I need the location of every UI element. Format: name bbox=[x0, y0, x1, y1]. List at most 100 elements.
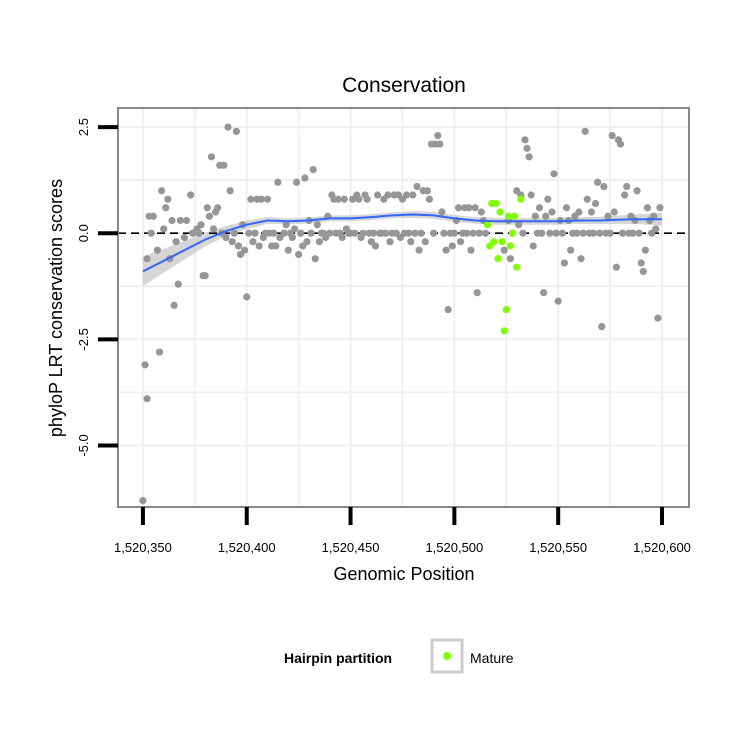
data-point bbox=[243, 293, 251, 301]
legend-title: Hairpin partition bbox=[284, 650, 392, 666]
x-axis-ticks: 1,520,350 1,520,400 1,520,450 1,520,500 1,52… bbox=[114, 507, 691, 555]
data-point bbox=[523, 144, 531, 152]
data-point bbox=[382, 229, 390, 237]
data-point bbox=[164, 195, 172, 203]
data-point bbox=[176, 216, 184, 225]
data-point bbox=[457, 238, 465, 246]
data-point bbox=[174, 280, 182, 288]
data-point bbox=[477, 208, 485, 216]
data-point bbox=[594, 178, 602, 186]
data-point-mature bbox=[494, 255, 502, 263]
data-point-mature bbox=[513, 263, 521, 271]
data-point bbox=[465, 204, 473, 212]
data-point bbox=[531, 212, 539, 220]
data-point-mature bbox=[500, 327, 508, 335]
data-point bbox=[315, 238, 324, 246]
data-point bbox=[297, 229, 305, 237]
data-point bbox=[444, 306, 452, 314]
data-point bbox=[230, 229, 238, 237]
data-point bbox=[448, 242, 456, 250]
data-point bbox=[153, 246, 162, 254]
data-point bbox=[521, 136, 529, 144]
data-point bbox=[147, 229, 155, 237]
data-point bbox=[415, 246, 423, 254]
data-point bbox=[583, 195, 591, 203]
data-point bbox=[621, 191, 629, 199]
data-point bbox=[527, 191, 535, 199]
data-point bbox=[500, 246, 508, 254]
data-point bbox=[170, 301, 178, 309]
chart-title: Conservation bbox=[342, 74, 466, 97]
data-point bbox=[560, 259, 569, 267]
data-point bbox=[359, 229, 367, 237]
data-point bbox=[577, 255, 585, 263]
data-point bbox=[201, 272, 209, 280]
data-point bbox=[245, 229, 253, 237]
data-point bbox=[292, 178, 301, 186]
data-point bbox=[606, 229, 614, 237]
data-point bbox=[255, 242, 263, 250]
data-point bbox=[442, 246, 450, 254]
data-point bbox=[160, 225, 168, 233]
data-point bbox=[473, 289, 481, 297]
data-point bbox=[303, 238, 311, 246]
data-point bbox=[195, 229, 203, 237]
data-point bbox=[295, 250, 303, 259]
data-point bbox=[228, 238, 236, 246]
data-point bbox=[203, 204, 211, 212]
data-point-mature bbox=[508, 229, 517, 237]
data-point bbox=[558, 229, 566, 237]
data-point bbox=[232, 127, 240, 135]
data-point bbox=[263, 195, 272, 203]
smooth-trend-line bbox=[142, 213, 662, 273]
y-tick-label: 0.0 bbox=[76, 224, 91, 242]
data-point bbox=[369, 229, 377, 237]
y-axis-ticks: 2.5 0.0 -2.5 -5.0 bbox=[76, 118, 118, 457]
data-point bbox=[207, 153, 216, 161]
data-point-mature bbox=[492, 199, 500, 208]
data-point bbox=[616, 140, 625, 148]
data-point bbox=[224, 123, 232, 131]
data-point bbox=[234, 242, 243, 250]
data-point bbox=[187, 191, 195, 199]
legend-label-mature: Mature bbox=[470, 650, 514, 666]
data-point bbox=[656, 204, 664, 212]
data-point bbox=[386, 238, 394, 246]
data-point bbox=[311, 255, 319, 263]
data-point bbox=[463, 229, 471, 237]
data-point bbox=[554, 297, 562, 305]
data-point bbox=[155, 348, 164, 356]
data-point bbox=[241, 246, 249, 254]
plot-panel-border bbox=[117, 107, 690, 508]
data-point bbox=[438, 208, 446, 216]
data-point bbox=[596, 229, 604, 237]
data-point bbox=[641, 246, 649, 254]
data-point bbox=[552, 229, 560, 237]
data-point bbox=[168, 216, 176, 225]
data-point bbox=[425, 195, 434, 203]
y-tick-label: 2.5 bbox=[76, 118, 91, 136]
data-point bbox=[600, 182, 608, 191]
data-point bbox=[633, 187, 641, 195]
data-point bbox=[226, 187, 234, 195]
data-point bbox=[272, 242, 280, 250]
data-point bbox=[573, 229, 581, 237]
data-point bbox=[403, 191, 411, 199]
data-point bbox=[251, 229, 259, 237]
data-point bbox=[481, 229, 490, 237]
data-point bbox=[209, 225, 218, 233]
data-point bbox=[371, 242, 380, 250]
data-point bbox=[384, 191, 392, 199]
data-point bbox=[334, 195, 342, 203]
data-point bbox=[355, 195, 363, 203]
legend-key-mature bbox=[443, 652, 451, 660]
data-point bbox=[326, 229, 334, 237]
data-point bbox=[608, 131, 616, 140]
data-point bbox=[436, 140, 444, 148]
data-point bbox=[197, 221, 205, 229]
data-point bbox=[205, 212, 213, 220]
data-point-mature bbox=[504, 212, 512, 220]
data-point bbox=[290, 225, 299, 233]
data-point-mature bbox=[490, 238, 498, 246]
data-point bbox=[405, 229, 413, 237]
